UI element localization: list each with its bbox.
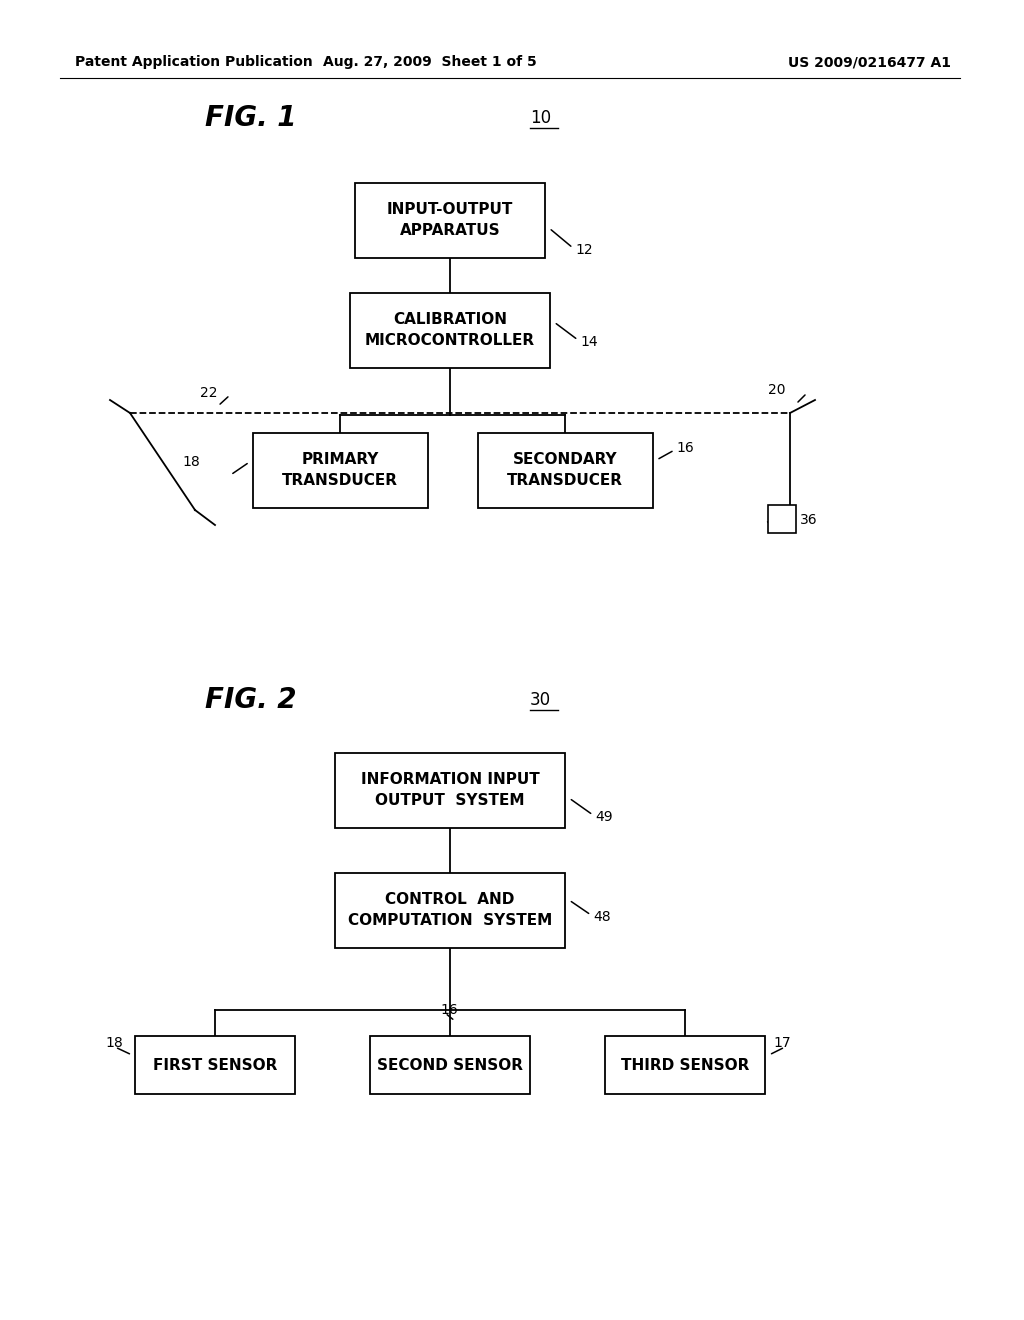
Bar xyxy=(605,1036,765,1094)
Text: Aug. 27, 2009  Sheet 1 of 5: Aug. 27, 2009 Sheet 1 of 5 xyxy=(324,55,537,69)
Bar xyxy=(768,506,796,533)
Text: SECONDARY
TRANSDUCER: SECONDARY TRANSDUCER xyxy=(507,451,623,488)
Bar xyxy=(135,1036,295,1094)
Text: FIRST SENSOR: FIRST SENSOR xyxy=(153,1057,278,1072)
Text: 16: 16 xyxy=(440,1003,458,1016)
Text: 49: 49 xyxy=(595,810,612,824)
Text: INFORMATION INPUT
OUTPUT  SYSTEM: INFORMATION INPUT OUTPUT SYSTEM xyxy=(360,772,540,808)
Bar xyxy=(355,182,545,257)
Text: 14: 14 xyxy=(580,335,598,348)
Text: THIRD SENSOR: THIRD SENSOR xyxy=(621,1057,750,1072)
Text: 12: 12 xyxy=(575,243,593,257)
Text: 30: 30 xyxy=(530,690,551,709)
Text: 18: 18 xyxy=(182,455,200,469)
Bar xyxy=(253,433,427,507)
Bar xyxy=(477,433,652,507)
Text: FIG. 2: FIG. 2 xyxy=(205,686,297,714)
Text: CALIBRATION
MICROCONTROLLER: CALIBRATION MICROCONTROLLER xyxy=(365,312,536,348)
Text: 36: 36 xyxy=(800,513,817,527)
Text: 22: 22 xyxy=(200,385,217,400)
Text: CONTROL  AND
COMPUTATION  SYSTEM: CONTROL AND COMPUTATION SYSTEM xyxy=(348,892,552,928)
Text: 17: 17 xyxy=(773,1036,791,1049)
Text: 48: 48 xyxy=(593,909,610,924)
Text: FIG. 1: FIG. 1 xyxy=(205,104,297,132)
Bar xyxy=(370,1036,530,1094)
Text: SECOND SENSOR: SECOND SENSOR xyxy=(377,1057,523,1072)
Text: 10: 10 xyxy=(530,110,551,127)
Bar xyxy=(350,293,550,367)
Bar xyxy=(335,873,565,948)
Text: PRIMARY
TRANSDUCER: PRIMARY TRANSDUCER xyxy=(282,451,398,488)
Text: 16: 16 xyxy=(677,441,694,455)
Text: 20: 20 xyxy=(768,383,785,397)
Text: INPUT-OUTPUT
APPARATUS: INPUT-OUTPUT APPARATUS xyxy=(387,202,513,238)
Bar xyxy=(335,752,565,828)
Text: 18: 18 xyxy=(105,1036,123,1049)
Text: US 2009/0216477 A1: US 2009/0216477 A1 xyxy=(788,55,951,69)
Text: Patent Application Publication: Patent Application Publication xyxy=(75,55,312,69)
